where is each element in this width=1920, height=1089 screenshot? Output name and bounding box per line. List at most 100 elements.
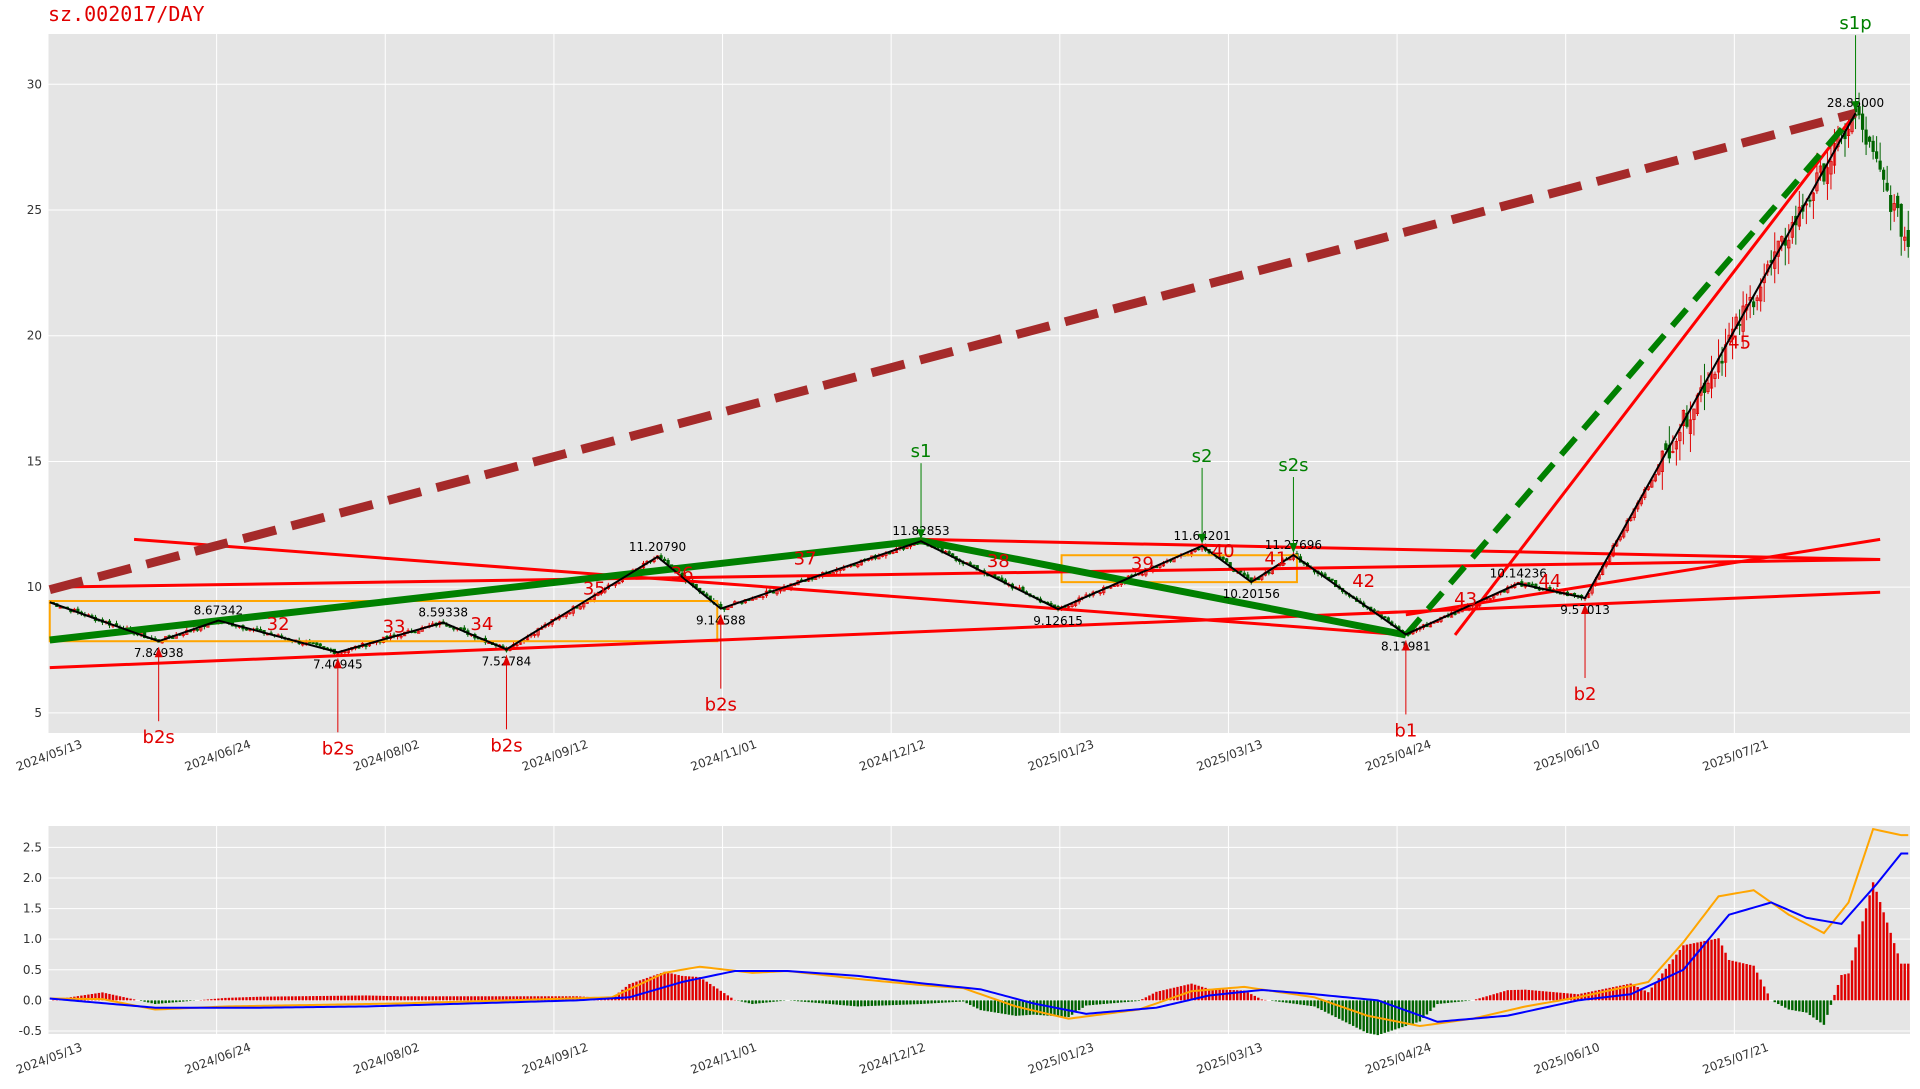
macd-bar xyxy=(1144,997,1148,1001)
macd-bar xyxy=(1158,990,1162,1001)
macd-bar xyxy=(1640,988,1643,1001)
macd-bar xyxy=(1499,992,1502,1001)
candle-body xyxy=(568,612,572,615)
macd-bar xyxy=(1351,1000,1355,1026)
macd-bar xyxy=(803,1000,807,1002)
macd-bar xyxy=(459,996,463,1001)
macd-bar xyxy=(1636,986,1639,1001)
macd-bar xyxy=(1436,1000,1439,1005)
candle-body xyxy=(258,629,263,631)
macd-bar xyxy=(1032,1000,1035,1015)
macd-bar xyxy=(1176,986,1179,1001)
macd-bar xyxy=(1625,984,1629,1001)
macd-bar xyxy=(1285,1000,1288,1003)
candle-body xyxy=(578,605,582,610)
macd-bar xyxy=(1330,1000,1334,1016)
macd-bar xyxy=(1720,945,1724,1001)
candle-body xyxy=(1671,451,1675,453)
macd-bar xyxy=(1850,960,1854,1001)
macd-bar xyxy=(1439,1000,1443,1004)
macd-bar xyxy=(182,1000,185,1002)
sell-signal-arrowhead xyxy=(1851,101,1860,112)
macd-bar xyxy=(1488,995,1492,1001)
macd-bar xyxy=(958,1000,961,1002)
macd-bar xyxy=(691,976,694,1001)
candle-body xyxy=(1755,297,1759,302)
candle-body xyxy=(761,596,765,599)
macd-bar xyxy=(1682,945,1685,1001)
macd-bar xyxy=(262,996,266,1001)
macd-bar xyxy=(1678,949,1682,1001)
macd-bar xyxy=(452,996,455,1001)
macd-bar xyxy=(1123,1000,1126,1003)
macd-bar xyxy=(245,997,248,1001)
macd-bar xyxy=(1703,941,1706,1001)
sell-signal-label: s2 xyxy=(1192,446,1213,467)
macd-bar xyxy=(185,1000,188,1002)
macd-bar xyxy=(1453,1000,1457,1003)
macd-bar xyxy=(1425,1000,1429,1015)
macd-bar xyxy=(1840,975,1843,1001)
candle-body xyxy=(1066,605,1071,608)
macd-bar xyxy=(466,996,470,1001)
macd-bar xyxy=(1878,902,1882,1001)
macd-bar xyxy=(512,996,515,1001)
macd-bar xyxy=(930,1000,933,1004)
candle-body xyxy=(1752,301,1756,308)
candle-body xyxy=(659,555,663,559)
macd-bar xyxy=(726,995,730,1001)
macd-bar xyxy=(410,996,413,1001)
long-trend-line xyxy=(48,108,1857,595)
macd-bar xyxy=(1422,1000,1425,1019)
macd-bar xyxy=(1366,1000,1369,1033)
candle-body xyxy=(413,631,417,634)
macd-bar xyxy=(1337,1000,1341,1019)
macd-bar xyxy=(1236,990,1239,1001)
macd-bar xyxy=(1225,989,1228,1001)
macd-x-tick-label: 2024/12/12 xyxy=(857,1040,927,1077)
macd-bar xyxy=(1429,1000,1432,1012)
macd-bar xyxy=(417,996,420,1001)
macd-bar xyxy=(1474,999,1478,1001)
macd-bar xyxy=(638,980,642,1001)
macd-bar xyxy=(1025,1000,1028,1016)
macd-bar xyxy=(1095,1000,1098,1005)
macd-bar xyxy=(301,996,304,1001)
macd-bar xyxy=(1717,938,1720,1001)
candle-body xyxy=(1860,113,1865,130)
macd-bar xyxy=(1155,991,1158,1001)
sell-signal-label: s1p xyxy=(1839,13,1871,34)
candle-body xyxy=(515,644,519,647)
macd-bar xyxy=(322,995,325,1001)
macd-bar xyxy=(730,997,733,1001)
macd-bar xyxy=(832,1000,835,1005)
macd-bar xyxy=(1316,1000,1320,1009)
macd-bar xyxy=(926,1000,930,1004)
macd-bar xyxy=(1148,995,1151,1001)
macd-bar xyxy=(1243,990,1246,1001)
macd-bar xyxy=(1109,1000,1112,1004)
macd-bar xyxy=(969,1000,972,1005)
macd-bar xyxy=(719,990,722,1001)
macd-bar xyxy=(849,1000,852,1006)
macd-bar xyxy=(1552,992,1555,1001)
macd-bar xyxy=(1232,990,1235,1001)
macd-bar xyxy=(1302,1000,1306,1006)
macd-bar xyxy=(912,1000,916,1005)
macd-bar xyxy=(793,1000,796,1001)
candle-body xyxy=(1225,558,1229,563)
candle-body xyxy=(532,633,537,636)
macd-bar xyxy=(1819,1000,1822,1023)
macd-bar xyxy=(101,992,104,1001)
macd-bar xyxy=(1260,999,1264,1001)
zigzag-value-label: 10.20156 xyxy=(1223,587,1280,601)
macd-x-tick-label: 2024/05/13 xyxy=(14,1040,84,1077)
macd-bar xyxy=(519,996,522,1001)
macd-bar xyxy=(1492,994,1495,1001)
segment-number-label: 32 xyxy=(267,614,290,635)
macd-bar xyxy=(533,996,536,1001)
macd-bar xyxy=(118,996,122,1001)
macd-bar xyxy=(1446,1000,1450,1003)
candle-body xyxy=(315,642,319,646)
